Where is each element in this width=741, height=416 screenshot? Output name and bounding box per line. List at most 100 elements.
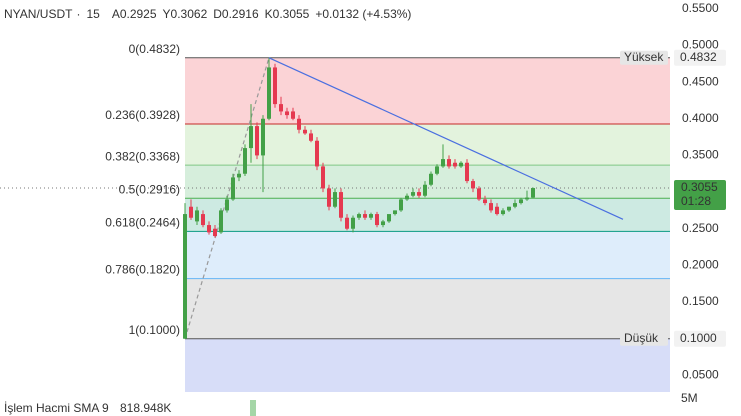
candle-body — [279, 104, 283, 112]
tag-value: 0.4832 — [680, 50, 717, 64]
candle-body — [525, 197, 529, 200]
fib-band — [185, 124, 670, 166]
volume-bar — [250, 400, 256, 416]
fib-band — [185, 57, 670, 125]
candle-body — [339, 192, 343, 218]
fib-label: 0.382(0.3368) — [105, 149, 180, 163]
candle-body — [195, 210, 199, 222]
header-text: K — [265, 7, 273, 21]
y-tick-label: 0.5500 — [682, 1, 719, 15]
candle-body — [417, 192, 421, 196]
last-price-value: 0.3055 — [681, 180, 718, 194]
y-tick-label: 0.2000 — [682, 258, 719, 272]
candle-body — [345, 217, 349, 229]
candle-body — [465, 162, 469, 182]
candle-body — [477, 188, 481, 200]
header-text: NYAN/USDT — [4, 7, 73, 21]
tag-value-box — [674, 49, 726, 66]
volume-axis-label: 5M — [681, 391, 698, 405]
candle-body — [495, 206, 499, 215]
y-tick-label: 0.4000 — [682, 111, 719, 125]
fib-band — [185, 338, 670, 392]
candle-body — [333, 192, 337, 207]
header-text: D — [213, 7, 222, 21]
candle-body — [225, 199, 229, 211]
candle-body — [375, 214, 379, 226]
candle-body — [405, 195, 409, 200]
candle-body — [435, 166, 439, 174]
y-tick-label: 0.0500 — [682, 368, 719, 382]
overlay: 0.55000.50000.45000.40000.35000.30000.25… — [4, 1, 726, 416]
header-text: Y — [163, 7, 171, 21]
fib-label: 0.236(0.3928) — [105, 108, 180, 122]
y-tick-label: 0.1500 — [682, 294, 719, 308]
fib-label: 1(0.1000) — [129, 323, 180, 337]
candle-body — [207, 225, 211, 233]
header-text: 0.3062 — [171, 7, 208, 21]
header-text: 15 — [86, 7, 100, 21]
candle-body — [441, 159, 445, 167]
y-tick-label: 0.4500 — [682, 74, 719, 88]
trendline — [268, 57, 624, 220]
candle-body — [471, 181, 475, 189]
candle-body — [231, 177, 235, 200]
candle-body — [369, 214, 373, 218]
candle-body — [201, 214, 205, 226]
candle-body — [303, 129, 307, 134]
fib-band — [185, 198, 670, 232]
candle-body — [381, 221, 385, 226]
candle-body — [513, 203, 517, 207]
header-dot: · — [76, 7, 80, 21]
fib-label: 0.786(0.1820) — [105, 263, 180, 277]
header-text: 0.2916 — [222, 7, 259, 21]
fib-band — [185, 165, 670, 199]
candle-body — [315, 140, 319, 167]
candle-body — [297, 118, 301, 130]
last-price-box — [674, 180, 726, 211]
candle-body — [357, 214, 361, 218]
tag-box — [620, 331, 668, 346]
candle-body — [411, 192, 415, 196]
candle-body — [423, 184, 427, 196]
y-tick-label: 0.2500 — [682, 221, 719, 235]
candle-body — [183, 214, 187, 339]
candle-body — [489, 203, 493, 211]
fib-band — [185, 231, 670, 279]
candle-body — [291, 111, 295, 119]
candle-body — [351, 217, 355, 229]
candle-body — [501, 210, 505, 215]
candle-body — [447, 159, 451, 167]
candle-body — [321, 166, 325, 189]
fib-band — [185, 278, 670, 339]
candle-body — [519, 199, 523, 204]
tag-value: 0.1000 — [680, 331, 717, 345]
candle-body — [219, 210, 223, 233]
candle-body — [507, 206, 511, 211]
candle-body — [249, 126, 253, 149]
volume-value: 818.948K — [120, 401, 171, 415]
fib-label: 0.618(0.2464) — [105, 216, 180, 230]
candle-body — [453, 162, 457, 167]
candle-body — [237, 173, 241, 178]
header-text: +0.0132 (+4.53%) — [315, 7, 411, 21]
plot-area: 0(0.4832) 0.236(0.3928) 0.382(0.3368) 0.5(0… — [0, 42, 670, 392]
candle-body — [393, 210, 397, 215]
candle-body — [363, 214, 367, 218]
candle-body — [429, 173, 433, 185]
tag-value-box — [674, 330, 726, 347]
countdown: 01:28 — [681, 194, 711, 208]
candle-body — [327, 188, 331, 207]
candle-body — [255, 126, 259, 156]
tag-box — [620, 50, 668, 65]
candle-body — [213, 228, 217, 237]
candle-body — [189, 206, 193, 218]
candle-body — [531, 188, 535, 198]
candle-body — [285, 111, 289, 116]
fib-label: 0(0.4832) — [129, 42, 180, 56]
candle-body — [309, 133, 313, 141]
header-text: A — [112, 7, 120, 21]
candle-body — [261, 118, 265, 156]
candle-body — [273, 67, 277, 105]
